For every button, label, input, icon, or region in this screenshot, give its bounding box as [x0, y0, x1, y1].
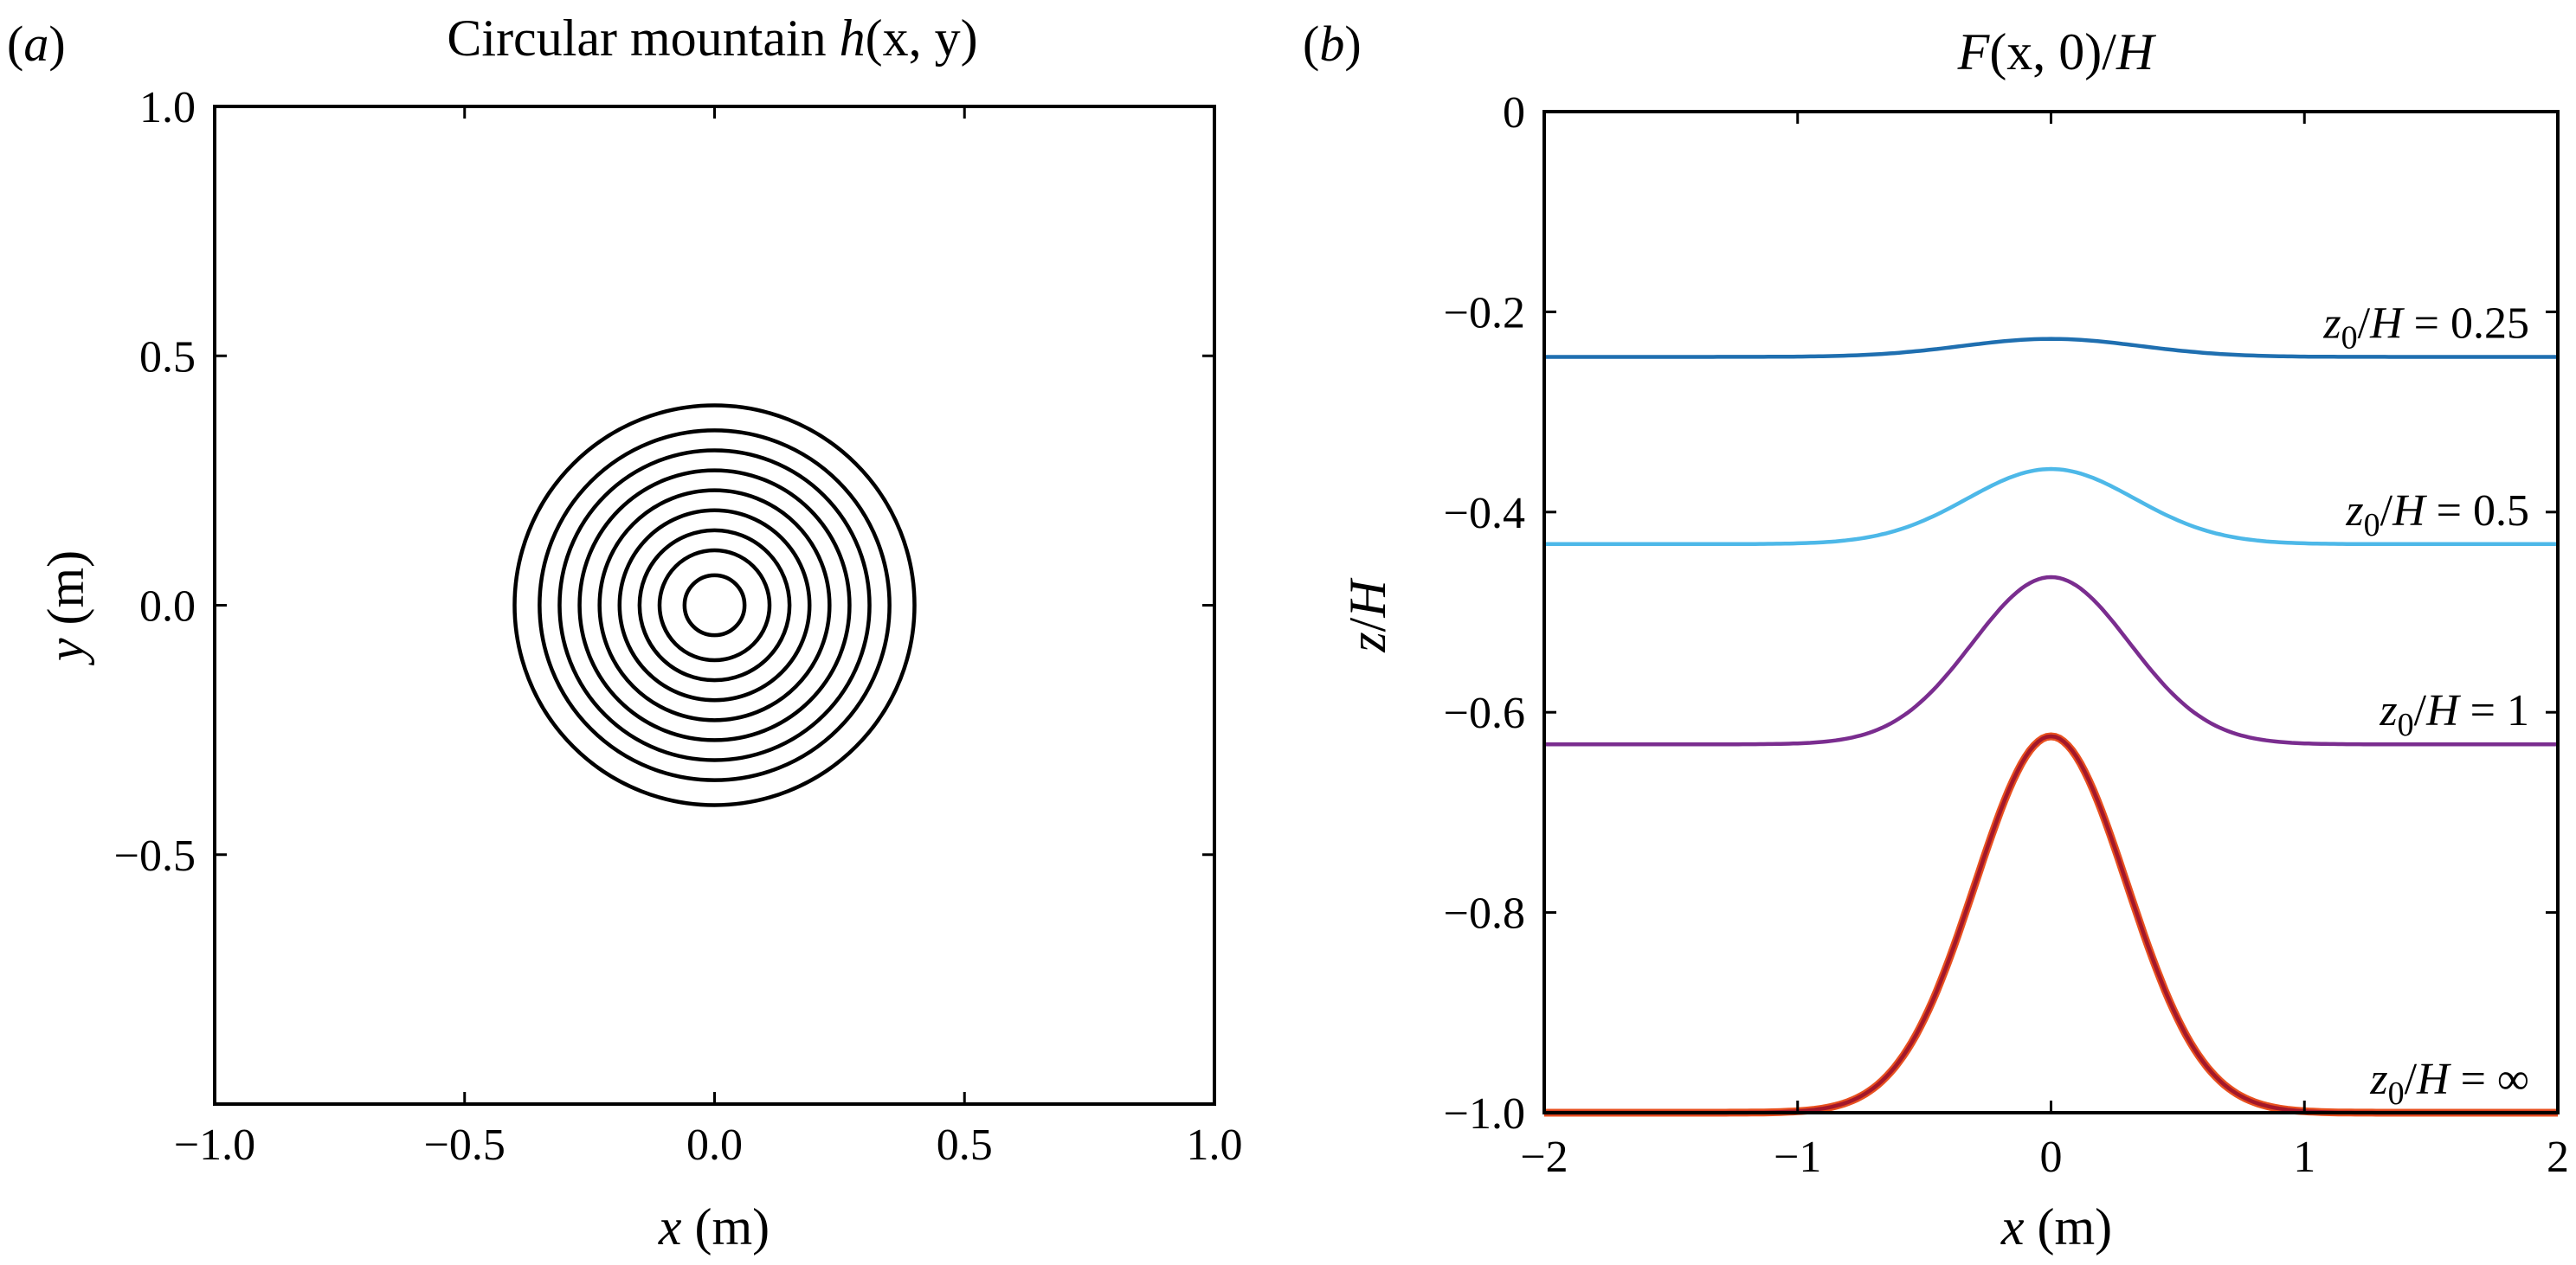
series-label-3: z0/H = 1 [2379, 686, 2529, 743]
panel-b-ticks [1542, 110, 2560, 1114]
b-ytick-label: −0.2 [1444, 288, 1525, 337]
panel-a-ytick-labels: 1.0 0.5 0.0 −0.5 [114, 83, 196, 881]
panel-a-axes-box [213, 105, 1216, 1106]
series-label-1: z0/H = 0.25 [2322, 299, 2529, 356]
b-ytick-label: −0.4 [1444, 489, 1525, 538]
b-xtick-label: −1 [1774, 1133, 1821, 1182]
series-label-2: z0/H = 0.5 [2345, 486, 2529, 543]
panel-a-xtick-labels: −1.0 −0.5 0.0 0.5 1.0 [174, 1121, 1243, 1170]
panel-a-xlabel: x (m) [658, 1198, 770, 1255]
a-xtick-label: 0.5 [937, 1121, 993, 1170]
panel-a-title: Circular mountain h(x, y) [447, 10, 977, 67]
series-label-4: z0/H = ∞ [2369, 1055, 2529, 1112]
b-ytick-label: −0.8 [1444, 889, 1525, 939]
a-xtick-label: −0.5 [424, 1121, 506, 1170]
panel-a-label: (a) [7, 16, 66, 72]
panel-b-axes-box [1542, 110, 2560, 1114]
contour-ring-6 [577, 468, 852, 742]
panel-b-xtick-labels: −2 −1 0 1 2 [1520, 1133, 2569, 1182]
b-ytick-label: −0.6 [1444, 689, 1525, 738]
panel-b-ytick-labels: 0 −0.2 −0.4 −0.6 −0.8 −1.0 [1444, 88, 1525, 1139]
contour-ring-7 [557, 448, 872, 762]
contour-ring-4 [617, 508, 812, 703]
a-xtick-label: 1.0 [1187, 1121, 1243, 1170]
contour-ring-2 [657, 548, 772, 663]
panel-a-ticks [213, 105, 1216, 1104]
b-xtick-label: 0 [2040, 1133, 2063, 1182]
panel-b-series-labels: z0/H = 0.25 z0/H = 0.5 z0/H = 1 z0/H = ∞ [2322, 299, 2529, 1112]
panel-a: (a) Circular mountain h(x, y) −1.0 −0.5 0.… [7, 10, 1243, 1255]
a-ytick-label: −0.5 [114, 832, 196, 881]
contour-ring-1 [682, 573, 747, 638]
panel-b-xlabel: x (m) [2000, 1198, 2112, 1255]
panel-b-label: (b) [1303, 16, 1362, 72]
a-ytick-label: 1.0 [139, 83, 196, 132]
a-ytick-label: 0.5 [139, 332, 196, 382]
b-ytick-label: 0 [1503, 88, 1525, 138]
b-ytick-label: −1.0 [1444, 1089, 1525, 1139]
a-ytick-label: 0.0 [139, 582, 196, 632]
b-xtick-label: 1 [2293, 1133, 2315, 1182]
contour-ring-3 [637, 528, 792, 683]
contour-lines [512, 403, 917, 807]
panel-b-ylabel: z/H [1339, 577, 1396, 653]
panel-b-title: F(x, 0)/H [1957, 23, 2157, 80]
b-xtick-label: −2 [1520, 1133, 1568, 1182]
contour-ring-8 [538, 428, 892, 782]
panel-a-ylabel: y (m) [37, 550, 94, 666]
a-xtick-label: 0.0 [686, 1121, 743, 1170]
series-line-2 [1544, 466, 2558, 547]
series-line-3 [1544, 575, 2558, 747]
contour-ring-9 [512, 403, 917, 807]
series-line-1 [1544, 337, 2558, 359]
panel-b: (b) F(x, 0)/H −2 −1 0 1 2 0 −0.2 −0.4 −0.6 −0.8 −… [1303, 16, 2569, 1255]
b-xtick-label: 2 [2547, 1133, 2569, 1182]
a-xtick-label: −1.0 [174, 1121, 255, 1170]
contour-ring-5 [597, 488, 832, 722]
